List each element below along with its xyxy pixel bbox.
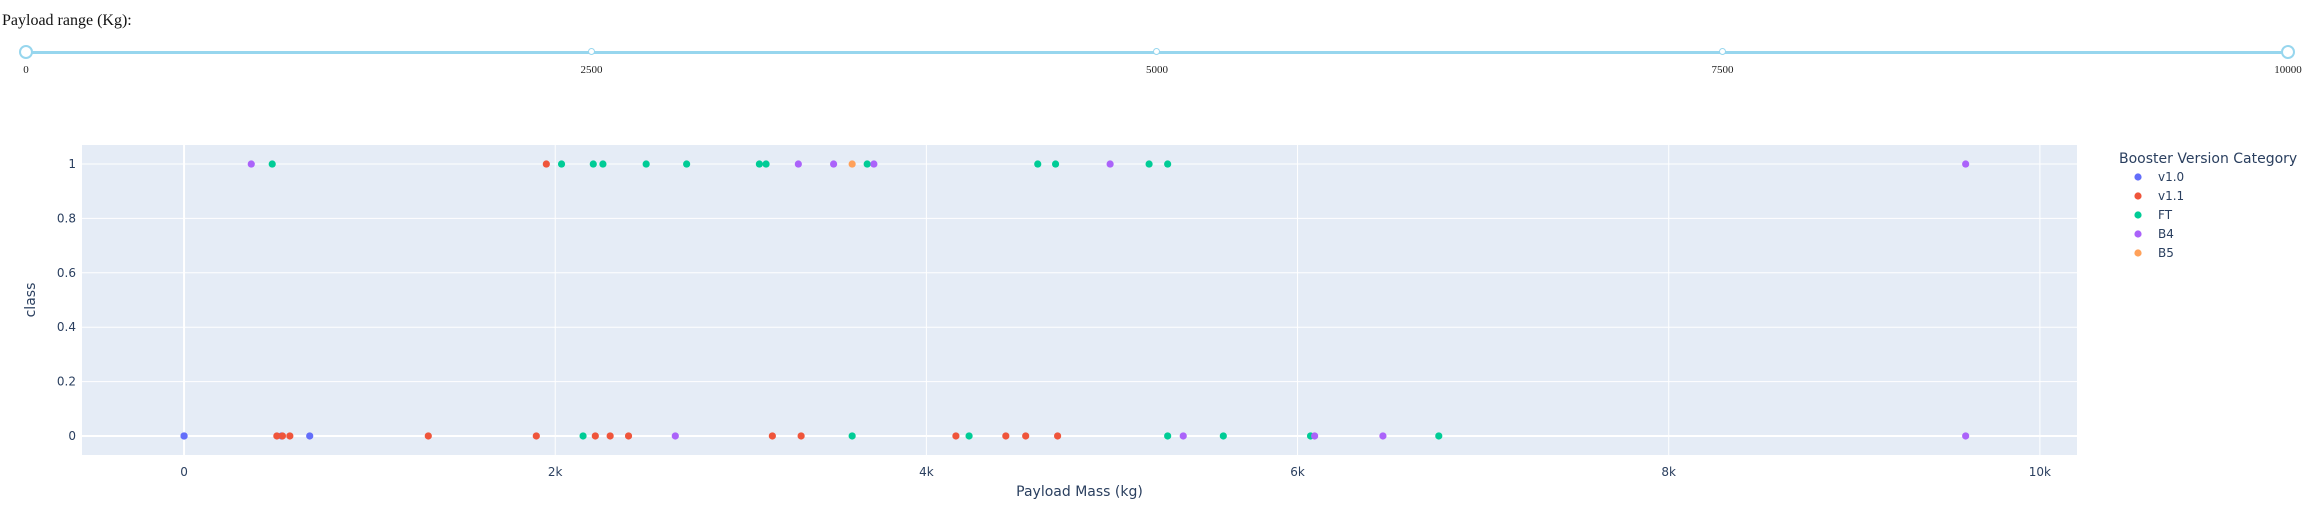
data-point[interactable] [762, 160, 770, 168]
x-tick-label: 8k [1661, 465, 1676, 479]
y-tick-label: 0.4 [57, 320, 76, 334]
data-point[interactable] [848, 432, 856, 440]
range-slider-max-handle[interactable] [2281, 45, 2295, 59]
data-point[interactable] [606, 432, 614, 440]
data-point[interactable] [1022, 432, 1030, 440]
data-point[interactable] [848, 160, 856, 168]
y-tick-label: 0 [68, 429, 76, 443]
y-axis-title: class [23, 283, 39, 318]
x-tick-label: 2k [548, 465, 563, 479]
data-point[interactable] [273, 432, 281, 440]
data-point[interactable] [1179, 432, 1187, 440]
data-point[interactable] [642, 160, 650, 168]
data-point[interactable] [278, 432, 287, 440]
data-point[interactable] [1962, 432, 1970, 440]
data-point[interactable] [1164, 160, 1172, 168]
data-point[interactable] [870, 160, 878, 168]
slider-mark-label: 0 [23, 64, 29, 76]
y-tick-label: 1 [68, 157, 76, 171]
data-point[interactable] [952, 432, 960, 440]
data-point[interactable] [591, 432, 599, 440]
data-point[interactable] [755, 160, 763, 168]
data-point[interactable] [1054, 432, 1062, 440]
data-point[interactable] [671, 432, 679, 440]
data-point[interactable] [1219, 432, 1227, 440]
x-axis-title: Payload Mass (kg) [1016, 484, 1143, 500]
slider-mark-label: 10000 [2274, 64, 2302, 76]
y-tick-label: 0.8 [57, 211, 76, 225]
range-slider-min-handle[interactable] [19, 45, 33, 59]
data-point[interactable] [424, 432, 432, 440]
legend-marker [2134, 230, 2142, 238]
slider-mark-dot [1718, 48, 1726, 55]
data-point[interactable] [247, 160, 255, 168]
legend-marker [2134, 211, 2142, 219]
legend-item-label[interactable]: v1.0 [2158, 170, 2184, 184]
slider-title: Payload range (Kg): [2, 12, 132, 29]
x-tick-label: 0 [180, 465, 188, 479]
data-point[interactable] [599, 160, 607, 168]
slider-mark-dot [587, 48, 595, 55]
slider-mark-label: 5000 [1146, 64, 1168, 76]
data-point[interactable] [794, 160, 802, 168]
data-point[interactable] [830, 160, 838, 168]
data-point[interactable] [286, 432, 294, 440]
data-point[interactable] [965, 432, 973, 440]
y-tick-label: 0.6 [57, 266, 76, 280]
legend-item-label[interactable]: FT [2158, 208, 2173, 222]
data-point[interactable] [1435, 432, 1443, 440]
data-point[interactable] [306, 432, 314, 440]
data-point[interactable] [1002, 432, 1010, 440]
data-point[interactable] [532, 432, 540, 440]
legend-marker [2134, 249, 2142, 257]
legend-item-label[interactable]: B4 [2158, 227, 2174, 241]
legend-title: Booster Version Category [2119, 151, 2297, 167]
data-point[interactable] [1311, 432, 1319, 440]
data-point[interactable] [268, 160, 276, 168]
legend-item-label[interactable]: B5 [2158, 246, 2174, 260]
data-point[interactable] [557, 160, 566, 168]
slider-mark-label: 2500 [580, 64, 603, 76]
plot-area [82, 145, 2077, 455]
data-point[interactable] [1164, 432, 1172, 440]
data-point[interactable] [579, 432, 587, 440]
data-point[interactable] [863, 160, 871, 168]
data-point[interactable] [797, 432, 805, 440]
data-point[interactable] [1051, 160, 1060, 168]
data-point[interactable] [1379, 432, 1387, 440]
x-tick-label: 10k [2029, 465, 2051, 479]
data-point[interactable] [683, 160, 691, 168]
x-tick-label: 6k [1290, 465, 1305, 479]
slider-mark-dot [1153, 48, 1160, 55]
legend-marker [2134, 192, 2142, 200]
data-point[interactable] [768, 432, 776, 440]
y-tick-label: 0.2 [57, 375, 76, 389]
x-tick-label: 4k [919, 465, 934, 479]
data-point[interactable] [589, 160, 597, 168]
legend: Booster Version Category v1.0 v1.1 FT B4 B5 [2119, 151, 2297, 260]
data-point[interactable] [542, 160, 550, 168]
data-point[interactable] [1106, 160, 1114, 168]
data-point[interactable] [1962, 160, 1970, 168]
data-point[interactable] [1034, 160, 1042, 168]
legend-item-label[interactable]: v1.1 [2158, 189, 2184, 203]
data-point[interactable] [180, 432, 188, 440]
slider-mark-label: 7500 [1711, 64, 1734, 76]
legend-marker [2134, 173, 2142, 181]
data-point[interactable] [1145, 160, 1153, 168]
data-point[interactable] [624, 432, 633, 440]
